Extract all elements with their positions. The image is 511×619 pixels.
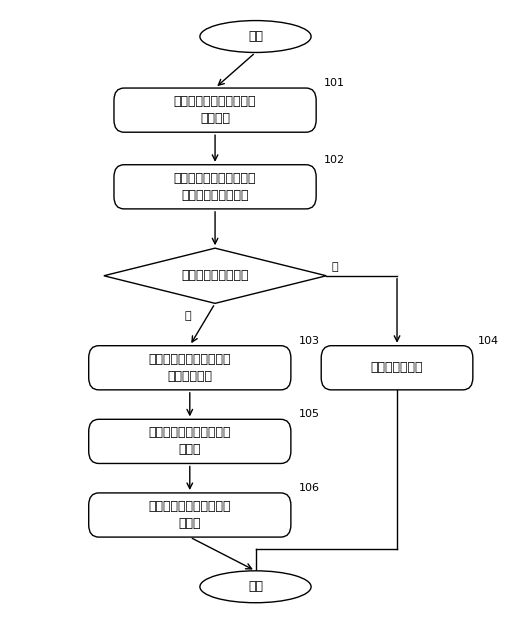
Text: 将数据通过串口发送到内
部网关: 将数据通过串口发送到内 部网关 (149, 426, 231, 456)
FancyBboxPatch shape (89, 345, 291, 390)
Text: 101: 101 (324, 78, 345, 88)
FancyBboxPatch shape (114, 88, 316, 132)
FancyBboxPatch shape (321, 345, 473, 390)
Text: 结束: 结束 (248, 580, 263, 593)
Text: 是否通过安全检查？: 是否通过安全检查？ (181, 269, 249, 282)
Text: 105: 105 (298, 409, 319, 420)
Text: 104: 104 (478, 336, 499, 346)
Text: 103: 103 (298, 336, 319, 346)
Ellipse shape (200, 20, 311, 53)
Text: 102: 102 (324, 155, 345, 165)
Text: 开始: 开始 (248, 30, 263, 43)
Text: 106: 106 (298, 483, 319, 493)
Text: 对所收到的网口数据和数
据来源进行安全检查: 对所收到的网口数据和数 据来源进行安全检查 (174, 172, 257, 202)
Text: 内部网关将数据发送到目
标地址: 内部网关将数据发送到目 标地址 (149, 500, 231, 530)
Ellipse shape (200, 571, 311, 603)
Text: 是: 是 (185, 311, 191, 321)
Text: 将网口数据转换为串口的
工业协议数据: 将网口数据转换为串口的 工业协议数据 (149, 353, 231, 383)
FancyBboxPatch shape (89, 493, 291, 537)
FancyBboxPatch shape (114, 165, 316, 209)
Polygon shape (104, 248, 326, 303)
Text: 否: 否 (331, 262, 338, 272)
Text: 接收来自外部公共网络的
网口数据: 接收来自外部公共网络的 网口数据 (174, 95, 257, 125)
Text: 拒绝该服务请求: 拒绝该服务请求 (371, 361, 423, 374)
FancyBboxPatch shape (89, 419, 291, 464)
